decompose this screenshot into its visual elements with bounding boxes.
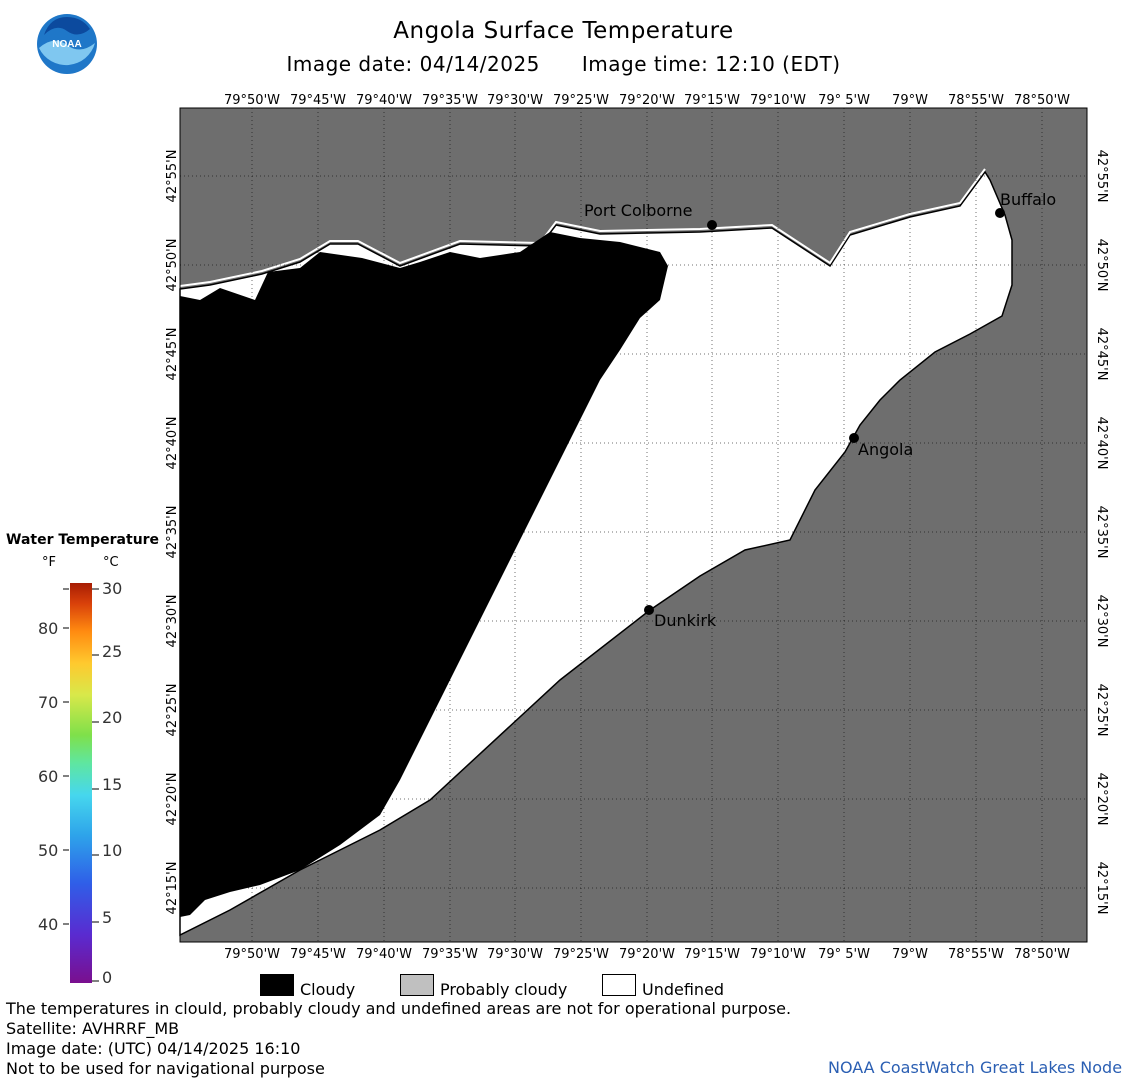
lat-label: 42°45'N (1094, 328, 1109, 381)
city-label: Port Colborne (584, 201, 692, 220)
legend-unit-c: °C (103, 555, 119, 570)
lon-label: 79°50'W (224, 93, 280, 108)
city-buffalo: Buffalo (995, 190, 1056, 218)
lon-label: 79°45'W (290, 947, 346, 962)
legend-f-label: 60 (38, 767, 59, 786)
lon-label: 78°55'W (948, 947, 1004, 962)
lat-label: 42°50'N (1094, 239, 1109, 292)
lat-label: 42°15'N (1094, 862, 1109, 915)
legend-f-label: 80 (38, 619, 59, 638)
noaa-logo: NOAA (37, 14, 97, 74)
lon-label: 79°30'W (487, 947, 543, 962)
image-datetime: Image date: 04/14/2025 Image time: 12:10 … (0, 52, 1127, 76)
city-angola: Angola (849, 433, 913, 459)
key-label-cloudy: Cloudy (300, 980, 356, 999)
lon-label: 79°35'W (422, 93, 478, 108)
lat-label: 42°15'N (165, 862, 180, 915)
lon-label: 79°15'W (684, 947, 740, 962)
lon-label: 79°W (892, 947, 928, 962)
lat-label: 42°55'N (1094, 150, 1109, 203)
lon-label: 79°35'W (422, 947, 478, 962)
image-time: Image time: 12:10 (EDT) (581, 52, 841, 76)
lon-label: 79°40'W (356, 93, 412, 108)
colorbar-ticks (63, 588, 99, 982)
lon-label: 79°W (892, 93, 928, 108)
footer-satellite: Satellite: AVHRRF_MB (6, 1019, 180, 1038)
lat-label: 42°55'N (165, 150, 180, 203)
city-marker (644, 605, 654, 615)
lon-label: 79°25'W (553, 947, 609, 962)
lon-label: 79°20'W (619, 947, 675, 962)
lat-label: 42°30'N (1094, 595, 1109, 648)
lon-label: 79°25'W (553, 93, 609, 108)
city-dunkirk: Dunkirk (644, 605, 717, 630)
logo-text: NOAA (52, 39, 81, 50)
legend-c-label: 10 (102, 841, 123, 860)
city-marker (995, 208, 1005, 218)
lat-label: 42°35'N (1094, 506, 1109, 559)
lon-label: 79°10'W (750, 93, 806, 108)
key-swatch-probably-cloudy (400, 974, 434, 996)
legend-unit-f: °F (42, 555, 56, 570)
key-swatch-undefined (602, 974, 636, 996)
lon-label: 79°40'W (356, 947, 412, 962)
lon-label: 78°50'W (1014, 93, 1070, 108)
footer-utc-date: Image date: (UTC) 04/14/2025 16:10 (6, 1039, 301, 1058)
legend-c-label: 5 (102, 908, 113, 927)
footer-credit: NOAA CoastWatch Great Lakes Node (828, 1058, 1123, 1077)
lon-labels-bottom: 79°50'W 79°45'W 79°40'W 79°35'W 79°30'W … (224, 947, 1070, 962)
image-date: Image date: 04/14/2025 (286, 52, 540, 76)
lon-label: 79° 5'W (818, 93, 870, 108)
lat-label: 42°20'N (165, 773, 180, 826)
temperature-colorbar (70, 583, 92, 983)
lon-label: 79°20'W (619, 93, 675, 108)
lat-label: 42°30'N (165, 595, 180, 648)
lon-labels-top: 79°50'W 79°45'W 79°40'W 79°35'W 79°30'W … (224, 93, 1070, 108)
lon-label: 78°50'W (1014, 947, 1070, 962)
city-label: Dunkirk (654, 611, 717, 630)
key-label-undefined: Undefined (642, 980, 725, 999)
key-label-probably-cloudy: Probably cloudy (440, 980, 568, 999)
lon-label: 79°15'W (684, 93, 740, 108)
lon-label: 79°10'W (750, 947, 806, 962)
lat-label: 42°50'N (165, 239, 180, 292)
footer-navigation-note: Not to be used for navigational purpose (6, 1059, 325, 1078)
legend-c-label: 0 (102, 968, 113, 987)
lon-label: 79°45'W (290, 93, 346, 108)
lat-label: 42°25'N (1094, 684, 1109, 737)
cloudy-area (180, 232, 668, 917)
lon-label: 79°30'W (487, 93, 543, 108)
legend-c-label: 25 (102, 642, 123, 661)
legend-title: Water Temperature (6, 532, 160, 548)
lat-label: 42°20'N (1094, 773, 1109, 826)
city-label: Buffalo (1000, 190, 1056, 209)
legend-f-label: 50 (38, 841, 59, 860)
lon-label: 79° 5'W (818, 947, 870, 962)
lat-label: 42°35'N (165, 506, 180, 559)
city-marker (707, 220, 717, 230)
key-swatch-cloudy (260, 974, 294, 996)
page-title: Angola Surface Temperature (393, 18, 734, 44)
lat-label: 42°40'N (1094, 417, 1109, 470)
city-marker (849, 433, 859, 443)
lat-label: 42°25'N (165, 684, 180, 737)
legend-f-label: 40 (38, 915, 59, 934)
lat-label: 42°45'N (165, 328, 180, 381)
lon-label: 79°50'W (224, 947, 280, 962)
lat-labels-left: 42°55'N 42°50'N 42°45'N 42°40'N 42°35'N … (165, 150, 180, 915)
lat-labels-right: 42°55'N 42°50'N 42°45'N 42°40'N 42°35'N … (1094, 150, 1109, 915)
legend-c-label: 30 (102, 579, 123, 598)
city-label: Angola (858, 440, 913, 459)
city-port-colborne: Port Colborne (584, 201, 717, 230)
legend-c-label: 20 (102, 708, 123, 727)
legend-c-label: 15 (102, 775, 123, 794)
footer-disclaimer: The temperatures in clould, probably clo… (6, 999, 792, 1018)
legend-f-label: 70 (38, 693, 59, 712)
north-shoreline (179, 168, 986, 287)
lat-label: 42°40'N (165, 417, 180, 470)
map-frame (179, 107, 1088, 943)
lon-label: 78°55'W (948, 93, 1004, 108)
lon-grid (251, 108, 1043, 942)
